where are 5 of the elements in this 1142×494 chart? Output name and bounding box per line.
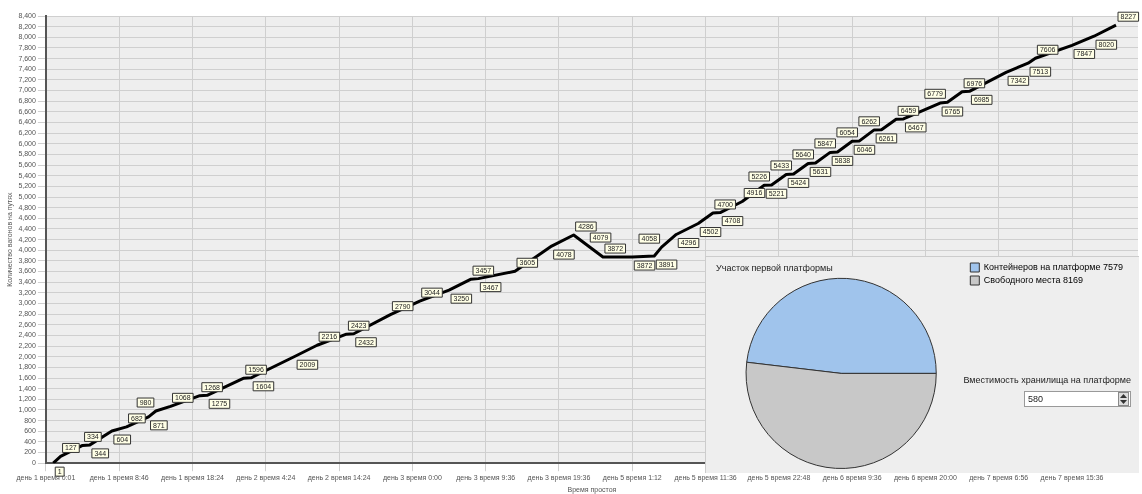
legend-label: Контейнеров на платформе 7579 xyxy=(983,261,1123,272)
legend-label: Свободного места 8169 xyxy=(983,274,1084,285)
chart-title: Участок первой платформы xyxy=(716,262,833,273)
annotation: Вместимость хранилища на платформе xyxy=(963,375,1131,385)
annotation: 580 xyxy=(1027,394,1044,404)
